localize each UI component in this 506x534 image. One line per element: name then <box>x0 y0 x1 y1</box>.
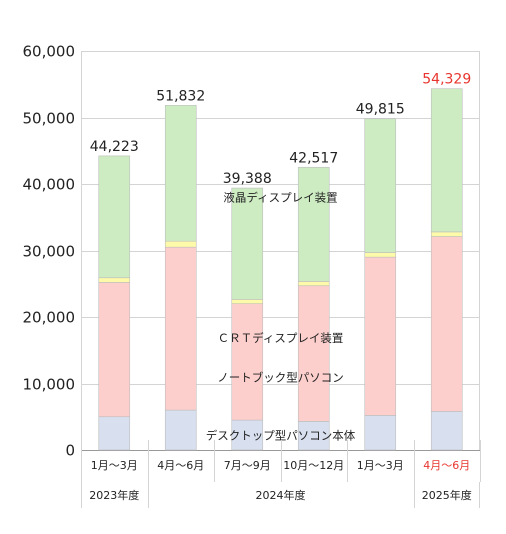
fiscal-year-label: 2024年度 <box>256 488 306 502</box>
y-tick-label: 10,000 <box>23 376 76 394</box>
total-labels: 44,223 51,832 39,388 42,517 49,815 54,329 <box>90 72 472 187</box>
bar-segment <box>364 252 397 258</box>
y-tick-label: 40,000 <box>23 176 76 194</box>
x-tick-label: 7月～9月 <box>224 459 271 472</box>
y-tick-label: 20,000 <box>23 309 76 327</box>
bar-segment <box>297 285 330 422</box>
y-tick-label: 30,000 <box>23 243 76 261</box>
bar-segment <box>430 231 463 237</box>
y-tick-label: 0 <box>65 442 75 460</box>
bar-segment <box>430 236 463 412</box>
bar-segment <box>364 256 397 416</box>
bar-segment <box>98 282 131 418</box>
bar-segment <box>430 88 463 233</box>
x-tick-label: 4月～6月 <box>423 459 470 472</box>
x-tick-label: 1月～3月 <box>357 459 404 472</box>
bar-segment <box>164 105 197 242</box>
bar-segment <box>364 415 397 451</box>
series-label: デスクトップ型パソコン本体 <box>206 428 356 442</box>
x-tick-label: 1月～3月 <box>91 459 138 472</box>
fiscal-year-label: 2023年度 <box>89 488 139 502</box>
bar-segment <box>164 409 197 451</box>
bar-segment <box>231 419 264 451</box>
bar-segment <box>364 118 397 253</box>
bar-segment <box>98 416 131 451</box>
x-tick-label: 10月～12月 <box>283 459 344 472</box>
bar-segment <box>430 411 463 451</box>
total-label: 39,388 <box>223 171 272 187</box>
series-label: ノートブック型パソコン <box>217 371 344 385</box>
bar-segment <box>231 303 264 421</box>
series-label: ＣＲＴディスプレイ装置 <box>218 331 344 345</box>
bar-segment <box>297 421 330 451</box>
total-label: 42,517 <box>289 150 338 166</box>
bar-segment <box>297 166 330 282</box>
bar-segment <box>231 299 264 305</box>
x-tick-label: 4月～6月 <box>157 459 204 472</box>
bar-segment <box>297 281 330 287</box>
bar-segment <box>231 187 264 300</box>
total-label: 44,223 <box>90 139 139 155</box>
y-tick-label: 50,000 <box>23 110 76 128</box>
total-label: 49,815 <box>356 102 405 118</box>
x-axis: 1月～3月 4月～6月 7月～9月 10月～12月 1月～3月 4月～6月 2023年度 20… <box>81 440 481 508</box>
y-axis: 0 10,000 20,000 30,000 40,000 50,000 60,000 <box>23 43 76 460</box>
series-label: 液晶ディスプレイ装置 <box>223 190 337 204</box>
total-label: 51,832 <box>156 88 205 104</box>
bar-segment <box>98 155 131 279</box>
gridlines <box>81 51 480 451</box>
bar-segment <box>98 277 131 283</box>
y-tick-label: 60,000 <box>23 43 76 61</box>
bar-segment <box>164 246 197 411</box>
fiscal-year-label: 2025年度 <box>422 488 472 502</box>
total-label: 54,329 <box>422 72 471 88</box>
bar-segment <box>164 240 197 248</box>
bars <box>98 88 463 451</box>
